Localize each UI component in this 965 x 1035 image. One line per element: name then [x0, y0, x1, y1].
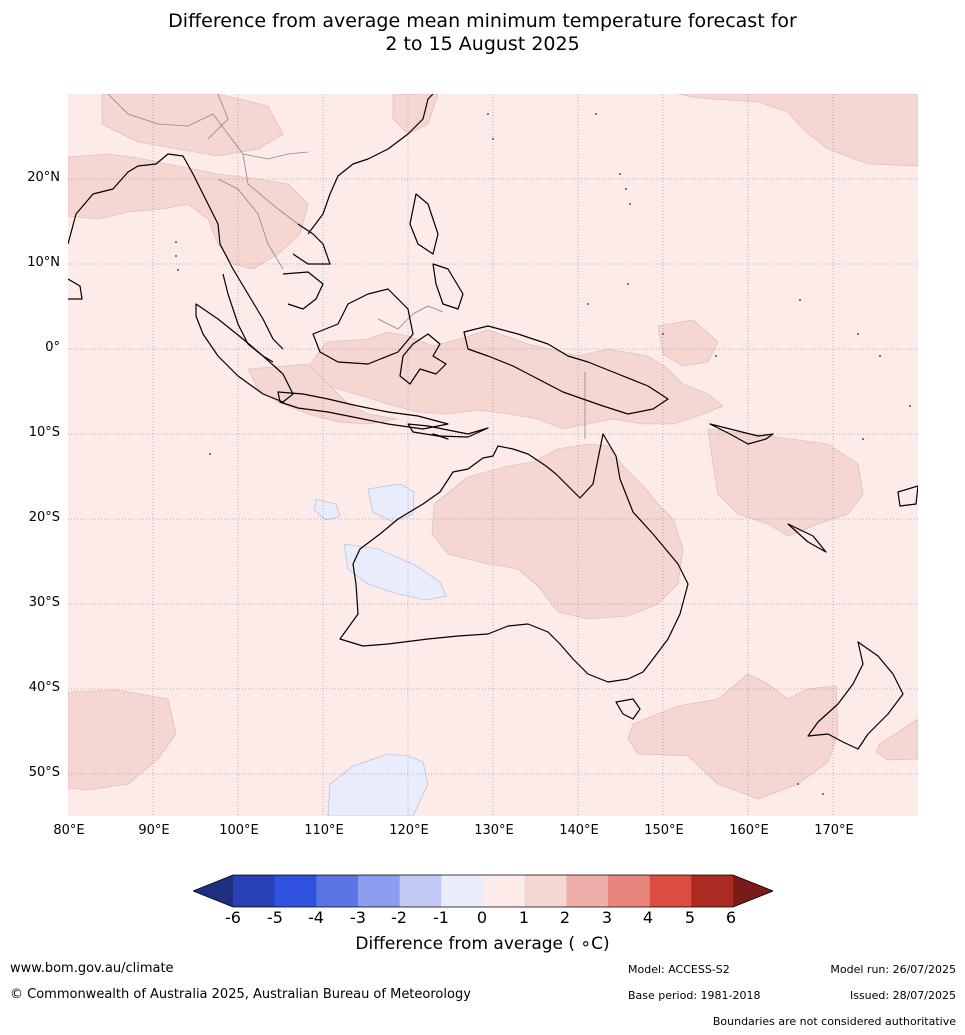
small-islands: [175, 113, 911, 795]
colorbar-segment: [233, 875, 275, 907]
colorbar-tick-4: 4: [642, 908, 654, 927]
colorbar-segment: [566, 875, 609, 907]
lon-label-160e: 160°E: [729, 823, 769, 838]
lat-label-20s: 20°S: [28, 510, 60, 525]
lat-label-40s: 40°S: [28, 680, 60, 695]
colorbar-segment: [358, 875, 400, 907]
colorbar: [193, 874, 773, 908]
lat-label-10n: 10°N: [27, 255, 60, 270]
colorbar-segment: [441, 875, 484, 907]
colorbar-tick-2: 2: [559, 908, 571, 927]
colorbar-segment: [524, 875, 567, 907]
colorbar-label: Difference from average ( ∘C): [355, 934, 610, 954]
lon-label-90e: 90°E: [138, 823, 170, 838]
colorbar-tick-6: 6: [725, 908, 737, 927]
title-line-2: 2 to 15 August 2025: [385, 33, 580, 55]
colorbar-extend-low: [193, 875, 233, 907]
colorbar-segment: [399, 875, 442, 907]
lon-label-150e: 150°E: [644, 823, 684, 838]
footer-base-period: Base period: 1981-2018: [628, 989, 761, 1002]
lon-label-110e: 110°E: [304, 823, 344, 838]
footer-issued: Issued: 28/07/2025: [849, 989, 956, 1002]
colorbar-segment: [649, 875, 692, 907]
colorbar-tick-0: 0: [476, 908, 488, 927]
footer-model: Model: ACCESS-S2: [628, 963, 730, 976]
lat-label-50s: 50°S: [28, 765, 60, 780]
map-title: Difference from average mean minimum tem…: [0, 10, 965, 56]
forecast-map: [68, 94, 918, 816]
lon-label-80e: 80°E: [53, 823, 85, 838]
colorbar-tick-5: 5: [684, 908, 696, 927]
title-line-1: Difference from average mean minimum tem…: [168, 10, 797, 32]
anomaly-band-minus1-to-0: [313, 483, 447, 816]
colorbar-tick-minus4: -4: [308, 908, 324, 927]
lon-label-100e: 100°E: [219, 823, 259, 838]
colorbar-tick-minus3: -3: [350, 908, 366, 927]
map-canvas: [68, 94, 918, 816]
lat-label-20n: 20°N: [27, 170, 60, 185]
lat-label-30s: 30°S: [28, 595, 60, 610]
colorbar-tick-1: 1: [518, 908, 530, 927]
colorbar-segment: [691, 875, 734, 907]
footer-website: www.bom.gov.au/climate: [10, 961, 174, 976]
coastlines: [68, 94, 918, 750]
country-borders: [107, 94, 586, 439]
colorbar-tick-minus5: -5: [267, 908, 283, 927]
colorbar-extend-high: [733, 875, 773, 907]
footer-disclaimer: Boundaries are not considered authoritat…: [712, 1015, 956, 1028]
colorbar-tick-minus6: -6: [225, 908, 241, 927]
colorbar-segment: [483, 875, 525, 907]
lon-label-120e: 120°E: [389, 823, 429, 838]
colorbar-segment: [274, 875, 317, 907]
colorbar-tick-3: 3: [601, 908, 613, 927]
lon-label-170e: 170°E: [814, 823, 854, 838]
colorbar-segments: [193, 874, 773, 908]
footer-model-run: Model run: 26/07/2025: [830, 963, 956, 976]
lon-label-140e: 140°E: [559, 823, 599, 838]
lat-label-0: 0°: [45, 340, 60, 355]
colorbar-outline: [193, 874, 773, 908]
colorbar-segment: [608, 875, 650, 907]
colorbar-tick-minus2: -2: [391, 908, 407, 927]
colorbar-segment: [316, 875, 359, 907]
lon-label-130e: 130°E: [474, 823, 514, 838]
lat-label-10s: 10°S: [28, 425, 60, 440]
colorbar-tick-minus1: -1: [433, 908, 449, 927]
footer-copyright: © Commonwealth of Australia 2025, Austra…: [10, 987, 471, 1002]
